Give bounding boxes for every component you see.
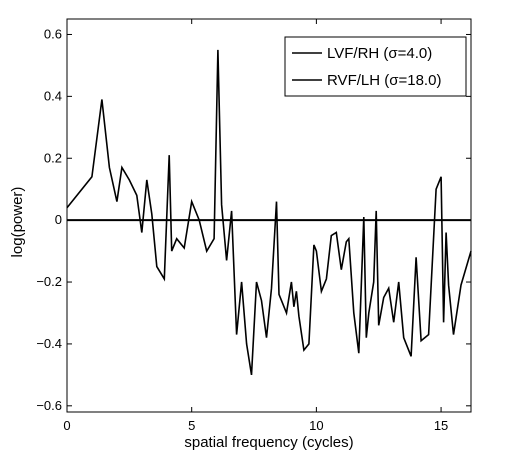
x-tick-label: 15 bbox=[434, 418, 448, 433]
x-axis-label: spatial frequency (cycles) bbox=[184, 434, 353, 451]
y-tick-label: −0.6 bbox=[36, 398, 62, 413]
y-tick-label: 0.4 bbox=[44, 88, 62, 103]
x-tick-label: 5 bbox=[188, 418, 195, 433]
y-tick-label: 0.6 bbox=[44, 26, 62, 41]
y-tick-label: 0.2 bbox=[44, 150, 62, 165]
legend-label-rvf-lh: RVF/LH (σ=18.0) bbox=[327, 72, 441, 89]
series-line-0 bbox=[66, 49, 472, 376]
legend-label-lvf-rh: LVF/RH (σ=4.0) bbox=[327, 45, 432, 62]
y-axis-label: log(power) bbox=[9, 187, 26, 258]
x-tick-label: 0 bbox=[63, 418, 70, 433]
legend: LVF/RH (σ=4.0) RVF/LH (σ=18.0) bbox=[284, 36, 467, 97]
y-tick-label: 0 bbox=[55, 212, 62, 227]
axis-ticks: 0 5 10 15 −0.6 −0.4 −0.2 0 0.2 0.4 0.6 bbox=[36, 19, 471, 433]
y-tick-label: −0.2 bbox=[36, 274, 62, 289]
legend-box bbox=[284, 36, 467, 97]
y-tick-label: −0.4 bbox=[36, 336, 62, 351]
x-tick-label: 10 bbox=[309, 418, 323, 433]
